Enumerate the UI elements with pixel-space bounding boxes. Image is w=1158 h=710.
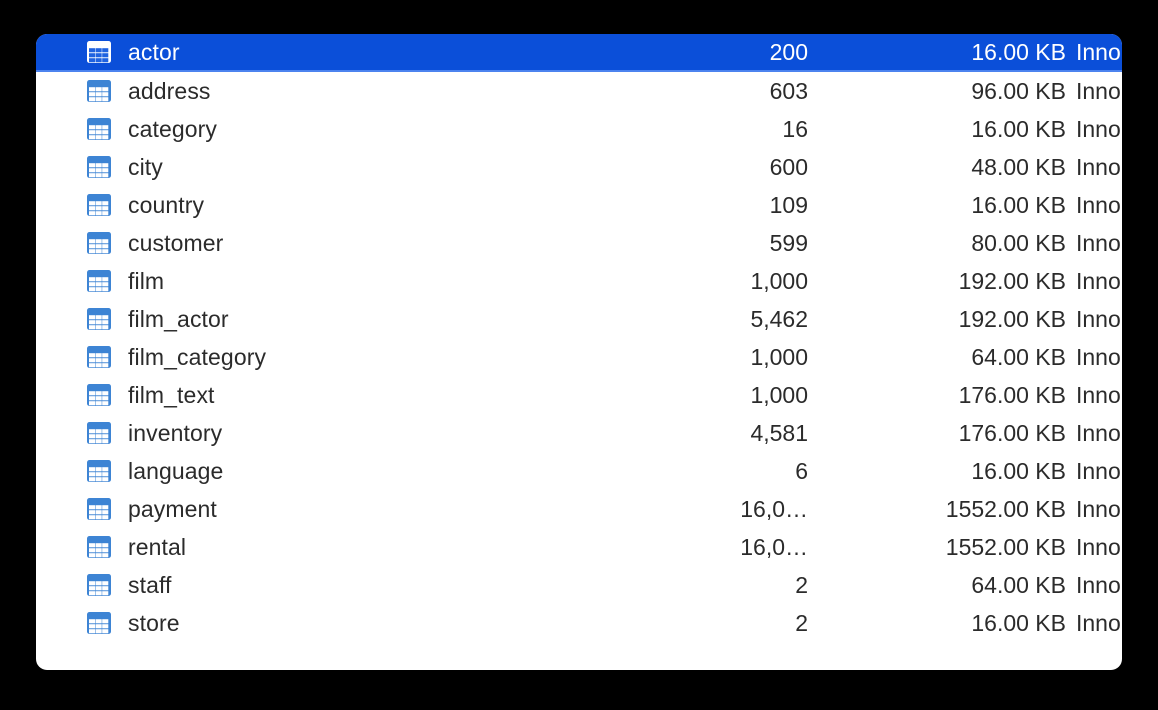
table-grid-icon	[87, 498, 111, 520]
tables-list[interactable]: actor 200 16.00 KB InnoDB address 603 96.00 KB…	[36, 34, 1122, 642]
table-name: customer	[128, 230, 224, 256]
table-name: address	[128, 78, 211, 104]
table-row[interactable]: store 2 16.00 KB InnoDB	[36, 604, 1122, 642]
table-size: 176.00 KB	[958, 420, 1066, 446]
table-grid-icon	[87, 156, 111, 178]
table-engine: InnoDB	[1076, 78, 1122, 104]
table-size: 80.00 KB	[971, 230, 1066, 256]
table-name: actor	[128, 39, 180, 65]
table-row[interactable]: city 600 48.00 KB InnoDB	[36, 148, 1122, 186]
table-row-count: 4,581	[750, 420, 808, 446]
table-name: film	[128, 268, 165, 294]
table-row[interactable]: film 1,000 192.00 KB InnoDB	[36, 262, 1122, 300]
table-engine: InnoDB	[1076, 39, 1122, 65]
table-name: city	[128, 154, 163, 180]
table-engine: InnoDB	[1076, 230, 1122, 256]
table-row-count: 1,000	[750, 344, 808, 370]
table-name: film_text	[128, 382, 215, 408]
table-row-count: 603	[769, 78, 808, 104]
table-grid-icon	[87, 346, 111, 368]
table-row-count: 599	[769, 230, 808, 256]
table-grid-icon	[87, 422, 111, 444]
table-row-count: 6	[795, 458, 808, 484]
table-grid-icon	[87, 118, 111, 140]
table-grid-icon	[87, 536, 111, 558]
table-row-count: 16	[782, 116, 808, 142]
table-size: 1552.00 KB	[945, 496, 1066, 522]
table-name: film_category	[128, 344, 267, 370]
table-row[interactable]: inventory 4,581 176.00 KB InnoDB	[36, 414, 1122, 452]
table-row-count: 5,462	[750, 306, 808, 332]
table-row-count: 16,0…	[740, 496, 808, 522]
table-engine: InnoDB	[1076, 496, 1122, 522]
table-size: 16.00 KB	[971, 116, 1066, 142]
table-engine: InnoDB	[1076, 458, 1122, 484]
table-name: staff	[128, 572, 172, 598]
table-row[interactable]: customer 599 80.00 KB InnoDB	[36, 224, 1122, 262]
table-name: category	[128, 116, 218, 142]
table-row-count: 600	[769, 154, 808, 180]
table-row-count: 2	[795, 572, 808, 598]
table-row[interactable]: language 6 16.00 KB InnoDB	[36, 452, 1122, 490]
table-row[interactable]: rental 16,0… 1552.00 KB InnoDB	[36, 528, 1122, 566]
table-engine: InnoDB	[1076, 268, 1122, 294]
table-row-count: 1,000	[750, 382, 808, 408]
table-engine: InnoDB	[1076, 344, 1122, 370]
table-row[interactable]: staff 2 64.00 KB InnoDB	[36, 566, 1122, 604]
table-grid-icon	[87, 612, 111, 634]
table-size: 192.00 KB	[958, 268, 1066, 294]
table-grid-icon	[87, 80, 111, 102]
table-size: 16.00 KB	[971, 610, 1066, 636]
table-row[interactable]: film_text 1,000 176.00 KB InnoDB	[36, 376, 1122, 414]
table-row[interactable]: actor 200 16.00 KB InnoDB	[36, 34, 1122, 72]
table-engine: InnoDB	[1076, 154, 1122, 180]
table-engine: InnoDB	[1076, 420, 1122, 446]
table-name: language	[128, 458, 224, 484]
table-grid-icon	[87, 270, 111, 292]
table-row[interactable]: address 603 96.00 KB InnoDB	[36, 72, 1122, 110]
table-size: 64.00 KB	[971, 344, 1066, 370]
table-name: inventory	[128, 420, 223, 446]
table-name: payment	[128, 496, 217, 522]
table-name: rental	[128, 534, 187, 560]
table-grid-icon	[87, 384, 111, 406]
table-grid-icon	[87, 308, 111, 330]
table-size: 192.00 KB	[958, 306, 1066, 332]
table-row[interactable]: country 109 16.00 KB InnoDB	[36, 186, 1122, 224]
table-grid-icon	[87, 194, 111, 216]
table-size: 1552.00 KB	[945, 534, 1066, 560]
table-engine: InnoDB	[1076, 382, 1122, 408]
table-row[interactable]: payment 16,0… 1552.00 KB InnoDB	[36, 490, 1122, 528]
tables-panel: actor 200 16.00 KB InnoDB address 603 96.00 KB…	[36, 34, 1122, 670]
table-row[interactable]: film_actor 5,462 192.00 KB InnoDB	[36, 300, 1122, 338]
table-engine: InnoDB	[1076, 610, 1122, 636]
table-size: 96.00 KB	[971, 78, 1066, 104]
table-grid-icon	[87, 574, 111, 596]
table-grid-icon	[87, 41, 111, 63]
table-engine: InnoDB	[1076, 116, 1122, 142]
table-engine: InnoDB	[1076, 306, 1122, 332]
table-size: 48.00 KB	[971, 154, 1066, 180]
table-engine: InnoDB	[1076, 192, 1122, 218]
table-size: 16.00 KB	[971, 458, 1066, 484]
table-engine: InnoDB	[1076, 534, 1122, 560]
table-name: store	[128, 610, 180, 636]
table-size: 16.00 KB	[971, 192, 1066, 218]
table-row-count: 1,000	[750, 268, 808, 294]
table-row-count: 2	[795, 610, 808, 636]
table-name: film_actor	[128, 306, 229, 332]
table-row-count: 16,0…	[740, 534, 808, 560]
table-row-count: 109	[769, 192, 808, 218]
table-row[interactable]: category 16 16.00 KB InnoDB	[36, 110, 1122, 148]
table-size: 176.00 KB	[958, 382, 1066, 408]
table-size: 64.00 KB	[971, 572, 1066, 598]
table-grid-icon	[87, 460, 111, 482]
table-name: country	[128, 192, 205, 218]
table-grid-icon	[87, 232, 111, 254]
table-row[interactable]: film_category 1,000 64.00 KB InnoDB	[36, 338, 1122, 376]
table-size: 16.00 KB	[971, 39, 1066, 65]
table-row-count: 200	[769, 39, 808, 65]
table-engine: InnoDB	[1076, 572, 1122, 598]
